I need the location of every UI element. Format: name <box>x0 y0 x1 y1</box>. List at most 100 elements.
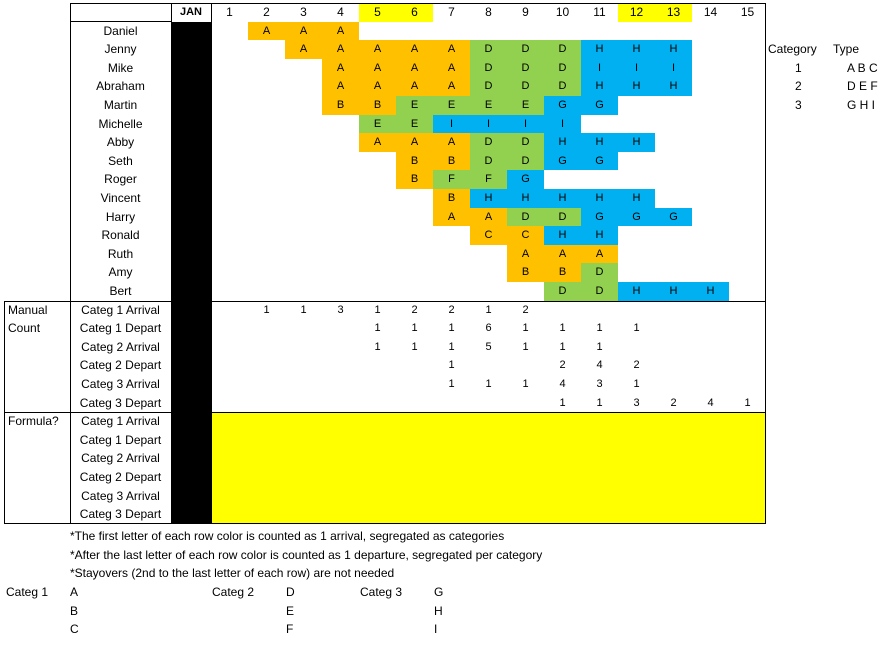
stay-cell <box>396 151 433 171</box>
grid-border-bottom <box>4 523 766 524</box>
manual-count-value: 1 <box>559 340 566 353</box>
stay-cell <box>618 77 655 96</box>
stay-letter: A <box>521 247 530 260</box>
stay-letter: A <box>447 210 456 223</box>
stay-letter: I <box>597 61 602 74</box>
guest-name: Seth <box>108 153 133 168</box>
manual-count-value: 2 <box>522 303 529 316</box>
guest-name: Ruth <box>107 246 134 261</box>
stay-cell <box>433 133 470 152</box>
stay-cell <box>544 207 581 227</box>
stay-cell <box>470 58 507 78</box>
stay-letter: H <box>595 229 604 242</box>
stay-letter: A <box>336 24 345 37</box>
manual-count-value: 1 <box>596 340 603 353</box>
stay-cell <box>359 133 396 152</box>
stay-cell <box>507 96 544 115</box>
stay-cell <box>618 207 655 227</box>
stay-letter: F <box>485 173 492 186</box>
manual-count-value: 1 <box>522 378 529 390</box>
note-text: *Stayovers (2nd to the last letter of ea… <box>70 566 395 581</box>
stay-letter: B <box>521 266 530 279</box>
stay-letter: D <box>484 154 493 167</box>
stay-letter: G <box>558 99 567 111</box>
stay-cell <box>544 40 581 59</box>
manual-row-label: Categ 2 Depart <box>79 358 162 373</box>
stay-letter: B <box>410 173 419 186</box>
formula-row-label: Categ 3 Arrival <box>81 488 160 503</box>
stay-letter: A <box>447 61 456 74</box>
stay-letter: E <box>484 99 493 111</box>
day-header: 15 <box>740 5 755 19</box>
stay-cell <box>618 58 655 78</box>
guest-name: Jenny <box>104 42 137 57</box>
manual-count-value: 1 <box>374 340 381 353</box>
stay-letter: D <box>521 61 530 74</box>
stay-letter: E <box>410 117 419 130</box>
stay-letter: D <box>521 154 530 167</box>
stay-letter: H <box>632 136 641 149</box>
stay-letter: G <box>558 154 567 167</box>
stay-cell <box>581 58 618 78</box>
categ-list-label: Categ 3 <box>360 585 403 599</box>
stay-cell <box>544 133 581 152</box>
stay-letter: D <box>558 80 567 93</box>
manual-count-value: 1 <box>300 303 307 316</box>
manual-count-value: 1 <box>374 303 381 316</box>
stay-cell <box>507 189 544 208</box>
stay-letter: A <box>373 43 382 56</box>
stay-letter: B <box>447 192 456 204</box>
manual-count-value: 3 <box>337 303 344 316</box>
categ-list-item: A <box>70 585 79 599</box>
guest-name: Bert <box>109 284 132 298</box>
stay-cell <box>285 40 322 59</box>
manual-count-value: 1 <box>448 322 455 335</box>
stay-letter: G <box>595 154 604 167</box>
day-header-highlight <box>655 3 692 22</box>
formula-row-label: Categ 1 Depart <box>79 432 162 447</box>
day-header: 1 <box>226 5 233 19</box>
grid-border-top <box>70 3 766 4</box>
categ-list-item: G <box>434 585 444 599</box>
stay-letter: A <box>373 136 382 149</box>
stay-cell <box>470 96 507 115</box>
stay-letter: C <box>521 229 530 242</box>
stay-letter: A <box>410 61 419 74</box>
stay-letter: A <box>447 80 456 93</box>
stay-letter: H <box>706 285 715 297</box>
categ-list-item: F <box>286 622 294 637</box>
stay-letter: E <box>373 117 382 130</box>
categ-list-item: E <box>286 603 295 618</box>
categ-list-item: D <box>286 585 295 599</box>
stay-cell <box>359 77 396 96</box>
categ-list-item: B <box>70 603 79 618</box>
stay-letter: E <box>447 99 456 111</box>
grid-border-right <box>765 3 766 523</box>
manual-count-value: 5 <box>485 340 492 353</box>
stay-cell <box>581 282 618 301</box>
manual-count-label: Manual Count <box>8 302 48 336</box>
manual-count-value: 1 <box>559 322 566 335</box>
stay-letter: D <box>558 285 567 297</box>
stay-letter: G <box>669 210 678 223</box>
stay-letter: A <box>336 61 345 74</box>
stay-letter: H <box>632 80 641 93</box>
stay-letter: H <box>484 192 493 204</box>
stay-cell <box>618 189 655 208</box>
stay-letter: D <box>558 43 567 56</box>
stay-cell <box>470 77 507 96</box>
stay-letter: A <box>336 80 345 93</box>
formula-input-area[interactable] <box>211 412 765 523</box>
manual-count-value: 6 <box>485 322 492 335</box>
manual-count-value: 1 <box>448 340 455 353</box>
stay-cell <box>507 170 544 189</box>
month-header: JAN <box>179 6 202 18</box>
grid-border-left-outer <box>4 300 5 523</box>
stay-letter: I <box>560 117 565 130</box>
stay-letter: B <box>410 154 419 167</box>
legend-category: 2 <box>795 79 802 94</box>
stay-cell <box>655 282 692 301</box>
formula-label: Formula? <box>8 414 59 429</box>
stay-cell <box>359 58 396 78</box>
